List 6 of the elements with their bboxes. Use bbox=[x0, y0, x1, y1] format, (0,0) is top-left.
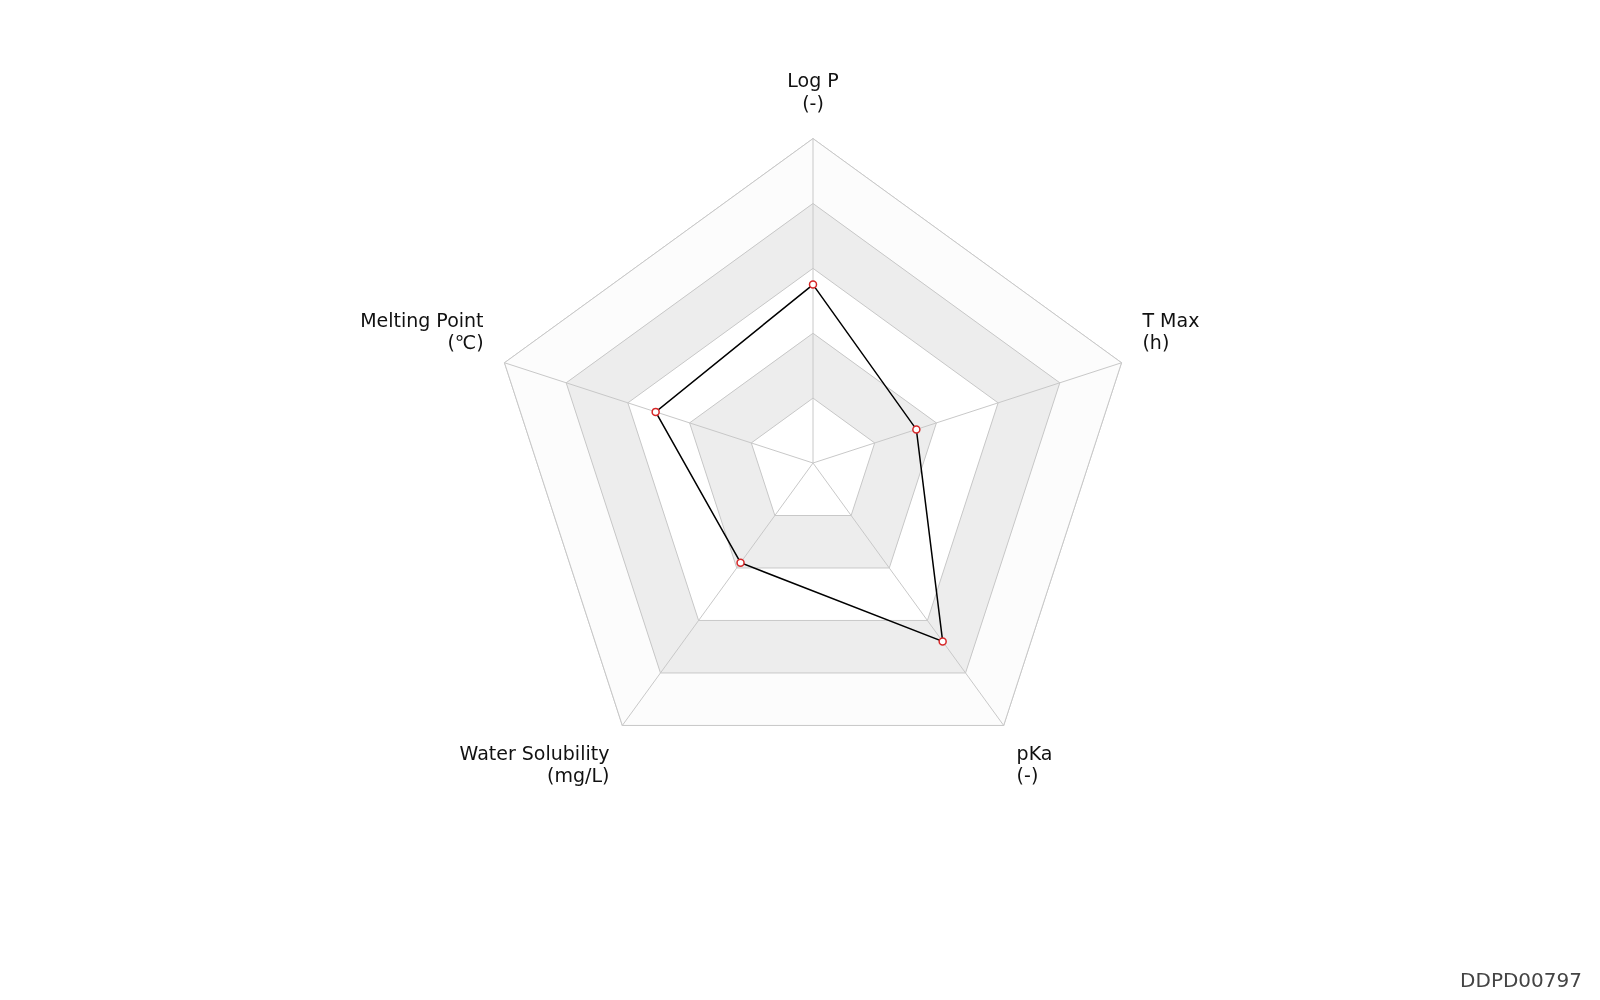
text: DDPD00797 bbox=[1460, 968, 1582, 992]
spoke-label: Log P (-) bbox=[787, 69, 839, 115]
spoke-label: Melting Point (℃) bbox=[360, 308, 484, 354]
spoke-label: Water Solubility (mg/L) bbox=[459, 741, 610, 787]
spoke-label: pKa (-) bbox=[1016, 741, 1053, 787]
spoke-label: T Max (h) bbox=[1141, 308, 1200, 354]
